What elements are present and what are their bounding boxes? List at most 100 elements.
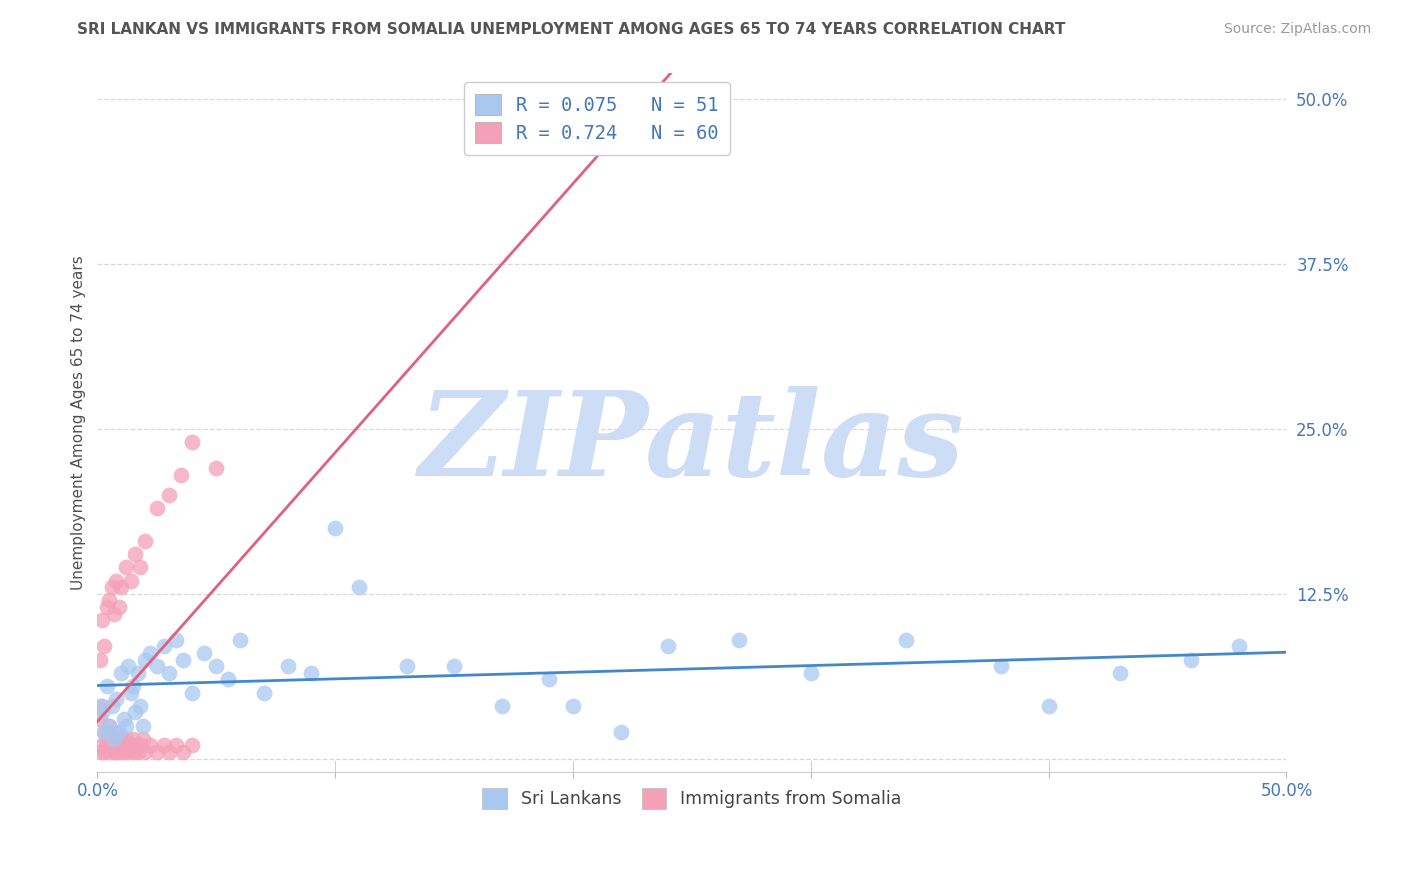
Point (443, 659, 465, 673)
Point (96, 739, 118, 753)
Point (124, 739, 146, 753)
Point (157, 488, 180, 502)
Point (91, 613, 114, 627)
Point (323, 521, 346, 535)
Point (93, 725, 115, 739)
Point (100, 698, 122, 713)
Point (89, 653, 111, 667)
Point (277, 659, 299, 673)
Point (131, 731, 153, 746)
Point (112, 739, 135, 753)
Point (100, 580, 122, 594)
Point (134, 653, 156, 667)
Text: Source: ZipAtlas.com: Source: ZipAtlas.com (1223, 22, 1371, 37)
Point (253, 685, 276, 699)
Point (609, 725, 631, 739)
Point (138, 739, 160, 753)
Point (217, 673, 239, 687)
Point (153, 640, 176, 654)
Point (100, 731, 122, 746)
Point (728, 632, 751, 647)
Point (990, 659, 1012, 673)
Point (134, 534, 156, 549)
Point (1227, 640, 1250, 654)
Point (110, 745, 132, 759)
Point (491, 698, 513, 713)
Point (107, 739, 129, 753)
Point (96, 599, 118, 614)
Y-axis label: Unemployment Among Ages 65 to 74 years: Unemployment Among Ages 65 to 74 years (72, 255, 86, 590)
Point (120, 685, 142, 699)
Point (98, 718, 121, 732)
Point (146, 745, 169, 759)
Text: ZIPatlas: ZIPatlas (419, 386, 965, 500)
Point (181, 739, 204, 753)
Point (103, 731, 125, 746)
Point (127, 665, 149, 680)
Point (107, 731, 129, 746)
Point (172, 653, 194, 667)
Point (115, 718, 138, 732)
Point (96, 679, 118, 693)
Point (115, 731, 138, 746)
Point (157, 665, 180, 680)
Point (107, 725, 129, 739)
Point (538, 673, 561, 687)
Point (127, 745, 149, 759)
Point (122, 731, 145, 746)
Point (153, 739, 176, 753)
Point (105, 692, 128, 706)
Point (93, 725, 115, 739)
Point (89, 698, 111, 713)
Point (1109, 665, 1132, 680)
Point (229, 632, 252, 647)
Point (98, 745, 121, 759)
Point (91, 739, 114, 753)
Point (395, 659, 418, 673)
Point (146, 501, 169, 516)
Point (112, 712, 135, 726)
Point (347, 580, 370, 594)
Point (112, 745, 135, 759)
Point (800, 665, 823, 680)
Point (122, 679, 145, 693)
Point (129, 698, 152, 713)
Point (120, 574, 142, 588)
Point (129, 560, 152, 574)
Point (129, 739, 152, 753)
Point (562, 698, 585, 713)
Point (93, 745, 115, 759)
Point (181, 435, 204, 450)
Point (100, 739, 122, 753)
Point (103, 745, 125, 759)
Point (894, 632, 917, 647)
Point (93, 640, 115, 654)
Point (103, 725, 125, 739)
Point (91, 706, 114, 720)
Point (131, 718, 153, 732)
Point (205, 659, 228, 673)
Point (193, 646, 215, 660)
Point (98, 593, 121, 607)
Point (103, 607, 125, 621)
Point (181, 685, 204, 699)
Text: SRI LANKAN VS IMMIGRANTS FROM SOMALIA UNEMPLOYMENT AMONG AGES 65 TO 74 YEARS COR: SRI LANKAN VS IMMIGRANTS FROM SOMALIA UN… (77, 22, 1066, 37)
Point (115, 560, 138, 574)
Point (169, 468, 191, 483)
Point (122, 745, 145, 759)
Point (172, 745, 194, 759)
Point (657, 640, 679, 654)
Point (107, 599, 129, 614)
Point (124, 706, 146, 720)
Point (98, 718, 121, 732)
Point (105, 739, 128, 753)
Point (117, 659, 139, 673)
Point (138, 646, 160, 660)
Point (89, 745, 111, 759)
Point (299, 665, 322, 680)
Point (110, 731, 132, 746)
Point (105, 574, 128, 588)
Point (146, 659, 169, 673)
Point (124, 547, 146, 561)
Point (165, 632, 187, 647)
